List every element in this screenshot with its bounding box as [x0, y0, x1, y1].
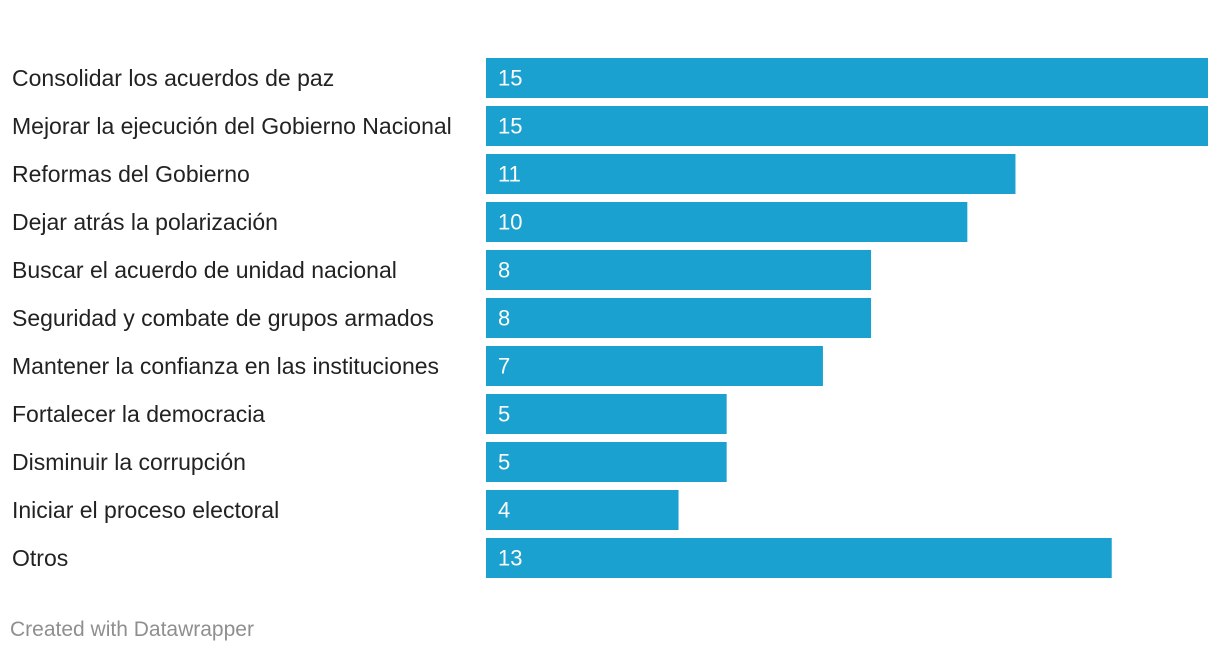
bar-value-label: 7: [498, 354, 510, 379]
category-label: Consolidar los acuerdos de paz: [12, 65, 334, 91]
category-label: Otros: [12, 545, 68, 571]
bar-value-label: 8: [498, 306, 510, 331]
category-label: Dejar atrás la polarización: [12, 209, 278, 235]
bar-value-label: 13: [498, 546, 522, 571]
bar: [486, 154, 1016, 194]
category-label: Disminuir la corrupción: [12, 449, 246, 475]
bar-value-label: 5: [498, 450, 510, 475]
footer-credit: Created with Datawrapper: [10, 618, 254, 641]
bar-value-label: 4: [498, 498, 510, 523]
bar-value-label: 8: [498, 258, 510, 283]
bar-value-label: 15: [498, 114, 522, 139]
category-label: Fortalecer la democracia: [12, 401, 265, 427]
bar-chart: Consolidar los acuerdos de paz 15 Mejorar …: [12, 58, 1208, 578]
bar-value-label: 10: [498, 210, 522, 235]
category-label: Iniciar el proceso electoral: [12, 497, 279, 523]
bar: [486, 346, 823, 386]
category-label: Seguridad y combate de grupos armados: [12, 305, 434, 331]
bar: [486, 202, 968, 242]
bar: [486, 490, 679, 530]
bar: [486, 250, 872, 290]
bar: [486, 442, 727, 482]
bar: [486, 394, 727, 434]
bar: [486, 538, 1112, 578]
bar: [486, 298, 872, 338]
bar-value-label: 11: [498, 162, 521, 187]
bar-value-label: 15: [498, 66, 522, 91]
bar-value-label: 5: [498, 402, 510, 427]
category-label: Reformas del Gobierno: [12, 161, 250, 187]
category-label: Mejorar la ejecución del Gobierno Nacion…: [12, 113, 452, 139]
category-label: Buscar el acuerdo de unidad nacional: [12, 257, 397, 283]
category-label: Mantener la confianza en las institucion…: [12, 353, 439, 379]
bar: [486, 106, 1208, 146]
bar: [486, 58, 1208, 98]
